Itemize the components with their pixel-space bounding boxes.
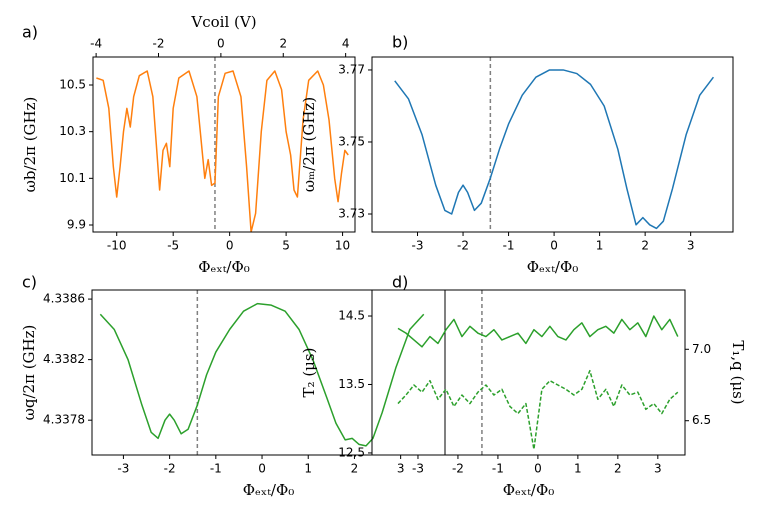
x-axis-label: Φₑₓₜ/Φ₀ bbox=[503, 481, 555, 499]
y2-axis-label: T₁,q (μs) bbox=[729, 340, 747, 404]
y-tick-label: 4.3382 bbox=[43, 352, 85, 366]
x-tick-label: 0 bbox=[226, 239, 234, 253]
y-tick-label: 3.77 bbox=[338, 62, 365, 76]
y-tick-label: 14.5 bbox=[338, 309, 365, 323]
series-line bbox=[397, 369, 679, 451]
y-axis-label: ωq/2π (GHz) bbox=[20, 325, 38, 421]
axes-frame bbox=[92, 56, 356, 233]
x-tick-label: 5 bbox=[282, 239, 290, 253]
series-line bbox=[397, 315, 679, 348]
x-tick-label: -2 bbox=[452, 462, 464, 476]
x-axis-label: Φₑₓₜ/Φ₀ bbox=[243, 481, 295, 499]
axes-frame bbox=[371, 56, 734, 233]
panel-label: a) bbox=[22, 23, 38, 42]
panel-label: d) bbox=[392, 273, 408, 292]
x-tick-label: 0 bbox=[534, 462, 542, 476]
x-tick-label: -2 bbox=[164, 462, 176, 476]
x2-axis-label: Vcoil (V) bbox=[190, 13, 256, 31]
x2-tick-label: 2 bbox=[279, 37, 287, 51]
x-tick-label: 3 bbox=[687, 239, 695, 253]
x-tick-label: -5 bbox=[167, 239, 179, 253]
y-tick-label: 3.73 bbox=[338, 206, 365, 220]
x-tick-label: -1 bbox=[492, 462, 504, 476]
x2-tick-label: 0 bbox=[217, 37, 225, 51]
x-tick-label: 2 bbox=[614, 462, 622, 476]
x-tick-label: 2 bbox=[641, 239, 649, 253]
series-line bbox=[99, 302, 425, 447]
x-tick-label: 3 bbox=[654, 462, 662, 476]
y2-tick-label: 6.5 bbox=[692, 413, 711, 427]
x2-tick-label: -2 bbox=[153, 37, 165, 51]
y-tick-label: 4.3378 bbox=[43, 413, 85, 427]
x-axis-label: Φₑₓₜ/Φ₀ bbox=[198, 258, 250, 276]
series-line bbox=[394, 69, 715, 230]
series-line bbox=[96, 70, 349, 232]
x2-tick-label: -4 bbox=[90, 37, 102, 51]
x-tick-label: 1 bbox=[596, 239, 604, 253]
x2-tick-label: 4 bbox=[342, 37, 350, 51]
y-tick-label: 10.3 bbox=[59, 124, 86, 138]
panel: d) -3 -2 -1 0 1 2 3 12.5 13.5 14.5 6.5 7.0 Φₑₓₜ/Φ₀ T₂ … bbox=[300, 273, 747, 500]
x-tick-label: -3 bbox=[117, 462, 129, 476]
y-axis-label: T₂ (μs) bbox=[300, 348, 318, 398]
x-tick-label: 3 bbox=[397, 462, 405, 476]
x-tick-label: -1 bbox=[503, 239, 515, 253]
x-tick-label: 10 bbox=[335, 239, 350, 253]
x-tick-label: 0 bbox=[258, 462, 266, 476]
y-tick-label: 10.1 bbox=[59, 171, 86, 185]
x-tick-label: 1 bbox=[304, 462, 312, 476]
y-axis-label: ωb/2π (GHz) bbox=[21, 97, 39, 193]
y2-tick-label: 7.0 bbox=[692, 342, 711, 356]
panel: c) -3 -2 -1 0 1 2 3 4.3378 4.3382 4.3386 Φₑₓₜ/Φ₀ ωq/… bbox=[20, 273, 446, 499]
x-tick-label: 0 bbox=[550, 239, 558, 253]
y-tick-label: 12.5 bbox=[338, 445, 365, 459]
axes-frame bbox=[371, 289, 686, 456]
y-axis-label: ωₘ/2π (GHz) bbox=[300, 97, 318, 192]
y-tick-label: 3.75 bbox=[338, 134, 365, 148]
y-tick-label: 13.5 bbox=[338, 377, 365, 391]
panel: b) -3 -2 -1 0 1 2 3 3.73 3.75 3.77 Φₑₓₜ/Φ₀ ωₘ/2π (GH… bbox=[300, 33, 734, 276]
x-tick-label: -1 bbox=[210, 462, 222, 476]
panel: a) -10 -5 0 5 10 9.9 10.1 10.3 10.5 -4 -2 0 2 4 Φₑₓₜ/Φ₀… bbox=[21, 13, 356, 276]
x-tick-label: -2 bbox=[457, 239, 469, 253]
x-tick-label: 2 bbox=[351, 462, 359, 476]
x-tick-label: -3 bbox=[412, 462, 424, 476]
x-axis-label: Φₑₓₜ/Φ₀ bbox=[527, 258, 579, 276]
panel-label: c) bbox=[22, 273, 37, 292]
y-tick-label: 9.9 bbox=[67, 218, 86, 232]
x-tick-label: -3 bbox=[412, 239, 424, 253]
x-tick-label: 1 bbox=[574, 462, 582, 476]
panel-label: b) bbox=[392, 33, 408, 52]
y-tick-label: 10.5 bbox=[59, 78, 86, 92]
axes-frame bbox=[91, 289, 446, 456]
y-tick-label: 4.3386 bbox=[43, 292, 85, 306]
x-tick-label: -10 bbox=[107, 239, 127, 253]
